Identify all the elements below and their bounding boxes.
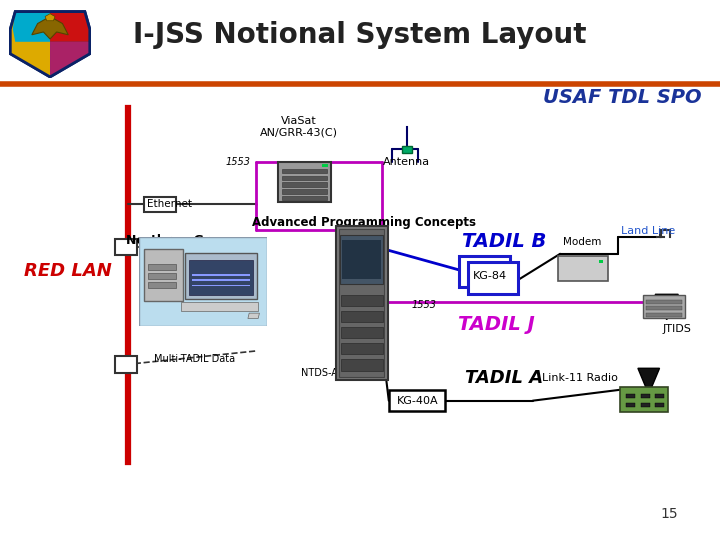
Bar <box>278 161 331 202</box>
Bar <box>339 229 384 377</box>
Polygon shape <box>638 368 660 394</box>
Bar <box>282 176 327 180</box>
Text: Link-11 Radio: Link-11 Radio <box>541 373 618 383</box>
Bar <box>558 256 608 281</box>
Text: RED LAN: RED LAN <box>24 262 112 280</box>
Text: NTDS-A: NTDS-A <box>301 368 338 377</box>
Bar <box>468 262 518 294</box>
Text: I-JSS Notional System Layout: I-JSS Notional System Layout <box>133 21 587 49</box>
Bar <box>341 311 382 322</box>
Text: ViaSat
AN/GRR-43(C): ViaSat AN/GRR-43(C) <box>260 116 338 138</box>
Bar <box>282 169 327 173</box>
Bar <box>282 189 327 194</box>
Bar <box>459 256 510 287</box>
Bar <box>641 403 650 407</box>
Bar <box>647 306 682 310</box>
Polygon shape <box>32 17 68 39</box>
Bar <box>620 387 667 413</box>
Text: 15: 15 <box>661 507 678 521</box>
Bar <box>282 183 327 187</box>
Bar <box>336 226 387 380</box>
Text: KG-84: KG-84 <box>472 272 507 281</box>
Bar <box>192 285 251 286</box>
Bar <box>341 235 383 284</box>
Text: Land Line: Land Line <box>621 226 675 236</box>
Bar <box>626 403 635 407</box>
Polygon shape <box>50 11 90 42</box>
Polygon shape <box>248 313 259 319</box>
Bar <box>402 146 412 153</box>
Polygon shape <box>50 42 90 77</box>
Bar <box>655 403 665 407</box>
Polygon shape <box>13 11 50 42</box>
Bar <box>626 394 635 399</box>
Bar <box>144 249 183 301</box>
Bar <box>599 260 603 262</box>
Bar <box>655 394 665 399</box>
Bar <box>341 295 382 306</box>
Text: KG-40A: KG-40A <box>397 396 438 406</box>
Bar <box>192 274 251 276</box>
Bar <box>282 196 327 200</box>
Text: 1553: 1553 <box>225 157 251 167</box>
Polygon shape <box>655 294 678 320</box>
Bar <box>148 264 176 271</box>
Bar <box>115 356 137 373</box>
Bar <box>647 313 682 317</box>
Text: Modem: Modem <box>562 237 601 247</box>
Bar <box>148 273 176 279</box>
Bar <box>185 253 257 299</box>
Polygon shape <box>10 11 90 77</box>
Bar <box>192 279 251 281</box>
Text: JTIDS: JTIDS <box>662 325 691 334</box>
Bar <box>341 359 382 370</box>
Text: USAF TDL SPO: USAF TDL SPO <box>544 87 702 107</box>
Text: TADIL B: TADIL B <box>462 232 546 252</box>
Bar <box>181 301 258 312</box>
Bar <box>323 164 328 167</box>
Bar <box>389 390 445 411</box>
Bar <box>643 295 685 318</box>
Text: ADSI: ADSI <box>348 230 379 243</box>
Bar <box>115 239 137 255</box>
Text: Multi-TADIL Data: Multi-TADIL Data <box>154 354 235 364</box>
Bar <box>641 394 650 399</box>
Text: TADIL J: TADIL J <box>459 314 535 334</box>
Text: Northrop Grumman
LMS-MT: Northrop Grumman LMS-MT <box>126 234 263 262</box>
Text: Advanced Programming Concepts: Advanced Programming Concepts <box>251 216 476 229</box>
Text: 1553: 1553 <box>412 300 437 310</box>
Text: Antenna: Antenna <box>383 157 431 167</box>
Bar <box>341 343 382 354</box>
Bar <box>144 197 176 212</box>
Bar <box>189 260 253 295</box>
Polygon shape <box>10 11 50 77</box>
Polygon shape <box>45 14 55 21</box>
Bar <box>341 327 382 339</box>
Bar <box>647 300 682 304</box>
Bar <box>342 240 382 279</box>
Bar <box>148 282 176 288</box>
Text: Ethernet: Ethernet <box>147 199 192 209</box>
Text: TADIL A: TADIL A <box>465 369 543 387</box>
